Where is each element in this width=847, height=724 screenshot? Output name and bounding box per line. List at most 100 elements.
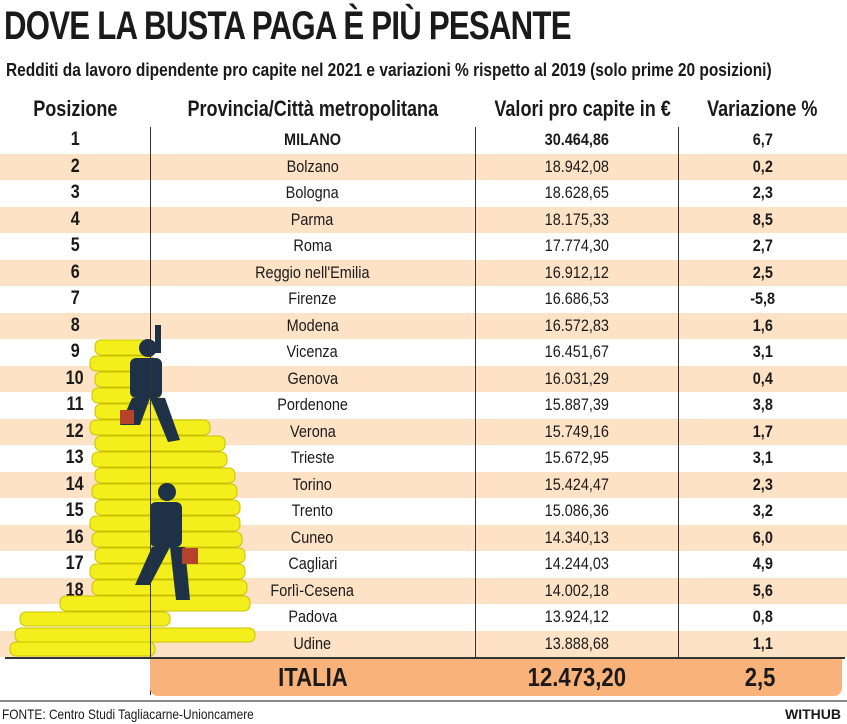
column-header-provincia: Provincia/Città metropolitana [187,96,438,121]
table-row: 18 Forlì-Cesena 14.002,18 5,6 [0,577,847,604]
cell-position: 9 [70,341,80,363]
cell-province: Padova [287,607,338,627]
cell-position: 7 [70,288,80,310]
table-row: 13 Trieste 15.672,95 3,1 [0,445,847,472]
cell-position: 16 [66,526,84,548]
cell-change: 3,1 [752,342,773,362]
table-row: 17 Cagliari 14.244,03 4,9 [0,551,847,578]
cell-position: 5 [70,235,80,257]
cell-province: Cagliari [287,554,337,574]
table-row: 19 Padova 13.924,12 0,8 [0,604,847,631]
cell-change: 5,6 [752,580,773,600]
table-body: 1 MILANO 30.464,86 6,7 2 Bolzano 18.942,08 0,2 3… [0,127,847,657]
table-row: 8 Modena 16.572,83 1,6 [0,312,847,339]
cell-province: Torino [292,474,333,494]
cell-value: 14.002,18 [544,580,609,600]
cell-change: 6,0 [752,527,773,547]
cell-position: 18 [66,579,84,601]
cell-province: Trieste [290,448,335,468]
table-row: 5 Roma 17.774,30 2,7 [0,233,847,260]
table-row: 9 Vicenza 16.451,67 3,1 [0,339,847,366]
cell-value: 16.031,29 [544,368,609,388]
cell-change: 0,8 [752,607,773,627]
cell-value: 13.924,12 [544,607,609,627]
table-row: 3 Bologna 18.628,65 2,3 [0,180,847,207]
cell-province: Cuneo [291,527,334,547]
cell-province: Udine [293,633,332,653]
cell-change: 3,8 [752,395,773,415]
cell-province: Vicenza [286,342,339,362]
table-row: 15 Trento 15.086,36 3,2 [0,498,847,525]
cell-position: 20 [66,632,84,654]
cell-change: 2,5 [752,262,773,282]
table-row: 2 Bolzano 18.942,08 0,2 [0,153,847,180]
cell-value: 16.572,83 [544,315,609,335]
cell-province: Pordenone [277,395,348,415]
cell-position: 2 [70,155,80,177]
column-header-posizione: Posizione [32,96,118,121]
cell-province: Trento [291,501,334,521]
cell-province: Firenze [288,289,337,309]
cell-change: -5,8 [750,289,775,309]
subtitle: Redditi da lavoro dipendente pro capite … [6,60,772,80]
cell-value: 17.774,30 [544,236,609,256]
cell-province: Modena [286,315,339,335]
cell-position: 10 [66,367,84,389]
table-row: 4 Parma 18.175,33 8,5 [0,206,847,233]
cell-position: 6 [70,261,80,283]
column-header-variazione: Variazione % [707,96,818,121]
table-row: 20 Udine 13.888,68 1,1 [0,630,847,657]
cell-province: Roma [293,236,332,256]
cell-province: MILANO [283,130,341,150]
cell-change: 6,7 [752,130,773,150]
table-row: 11 Pordenone 15.887,39 3,8 [0,392,847,419]
footer-divider [0,700,847,702]
cell-value: 15.086,36 [544,501,609,521]
cell-position: 12 [66,420,84,442]
cell-change: 2,3 [752,474,773,494]
cell-province: Verona [289,421,336,441]
page-title: DOVE LA BUSTA PAGA È PIÙ PESANTE [4,4,572,48]
total-row: ITALIA 12.473,20 2,5 [150,659,842,696]
table-row: 12 Verona 15.749,16 1,7 [0,418,847,445]
cell-change: 2,3 [752,183,773,203]
cell-value: 18.175,33 [544,209,609,229]
cell-value: 13.888,68 [544,633,609,653]
cell-province: Forlì-Cesena [270,580,355,600]
cell-position: 13 [66,447,84,469]
cell-position: 15 [66,500,84,522]
cell-value: 14.340,13 [544,527,609,547]
cell-value: 18.628,65 [544,183,609,203]
cell-value: 15.672,95 [544,448,609,468]
cell-value: 30.464,86 [544,130,609,150]
cell-province: Reggio nell'Emilia [255,262,370,282]
cell-change: 3,2 [752,501,773,521]
cell-change: 1,1 [752,633,773,653]
cell-change: 2,7 [752,236,773,256]
column-divider [678,127,679,695]
cell-position: 1 [70,129,80,151]
cell-position: 17 [66,553,84,575]
cell-value: 15.749,16 [544,421,609,441]
cell-position: 14 [66,473,84,495]
cell-value: 16.686,53 [544,289,609,309]
cell-province: Genova [287,368,338,388]
cell-change: 1,6 [752,315,773,335]
cell-position: 11 [66,394,84,416]
cell-value: 16.451,67 [544,342,609,362]
column-divider [150,127,151,695]
total-label: ITALIA [277,662,348,692]
total-value: 12.473,20 [527,662,626,692]
cell-change: 4,9 [752,554,773,574]
cell-value: 15.887,39 [544,395,609,415]
table-row: 7 Firenze 16.686,53 -5,8 [0,286,847,313]
cell-change: 1,7 [752,421,773,441]
cell-position: 8 [70,314,80,336]
cell-position: 3 [70,182,80,204]
brand-logo: WITHUB [785,706,841,722]
source-note: FONTE: Centro Studi Tagliacarne-Unioncam… [2,706,254,722]
table-divider [5,657,845,659]
cell-value: 18.942,08 [544,156,609,176]
cell-change: 0,2 [752,156,773,176]
